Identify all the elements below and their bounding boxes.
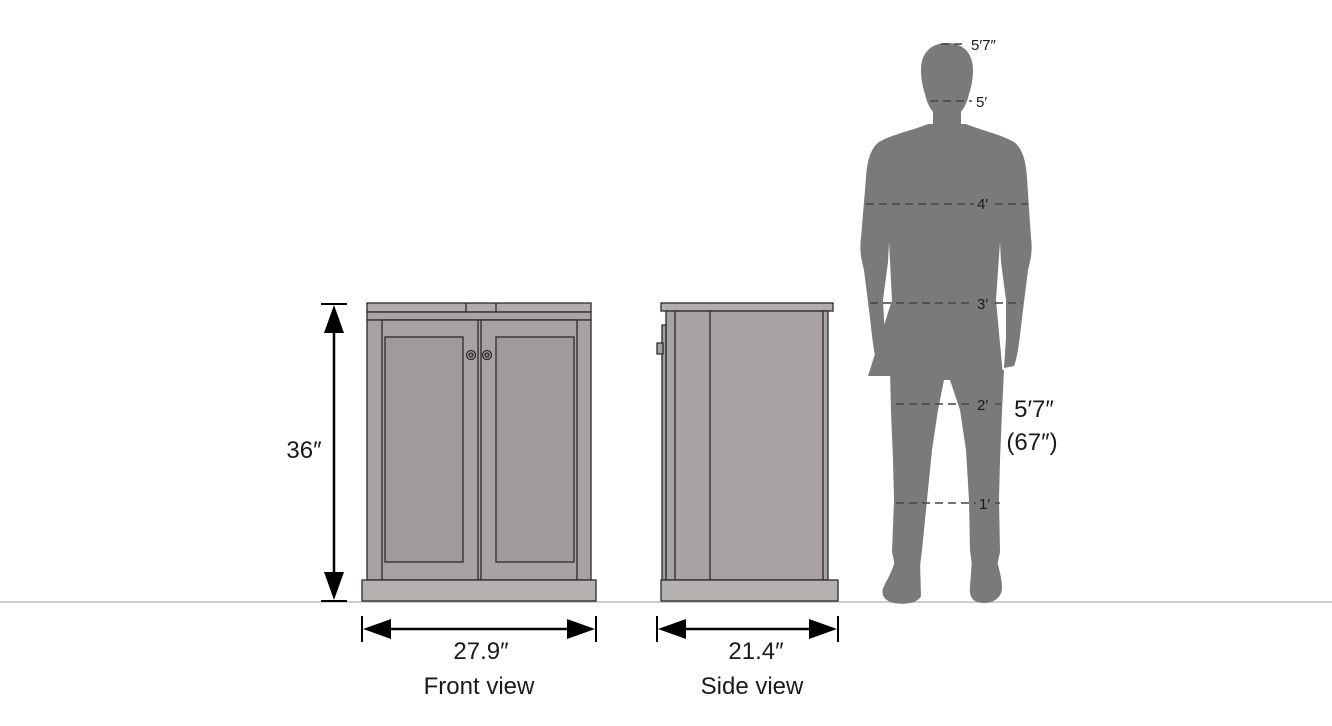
cabinet-front-view xyxy=(361,302,597,602)
person-silhouette xyxy=(860,43,1032,604)
scale-label-4: 4′ xyxy=(977,196,988,213)
scale-label-2: 2′ xyxy=(977,397,988,414)
scale-label-5: 5′ xyxy=(976,94,987,111)
side-width-arrowhead-left xyxy=(658,619,686,639)
front-view-label: Front view xyxy=(424,673,535,700)
front-width-arrowhead-left xyxy=(363,619,391,639)
front-width-label: 27.9″ xyxy=(453,638,509,665)
front-width-dimension: 27.9″ Front view xyxy=(361,616,597,700)
side-width-label: 21.4″ xyxy=(728,638,784,665)
side-width-dimension: 21.4″ Side view xyxy=(656,616,839,700)
height-dimension: 36″ xyxy=(286,303,347,602)
height-label: 36″ xyxy=(286,437,322,464)
height-scale: 5′7″ 5′ 4′ 3′ 2′ 1′ xyxy=(866,37,1028,513)
cabinet-side-view xyxy=(656,302,839,602)
scale-label-3: 3′ xyxy=(977,296,988,313)
side-view-label: Side view xyxy=(701,673,804,700)
front-width-arrowhead-right xyxy=(567,619,595,639)
person-height-inches-label: (67″) xyxy=(1006,429,1057,456)
height-arrowhead-bottom xyxy=(324,572,344,600)
scale-label-5-7: 5′7″ xyxy=(971,37,996,54)
height-arrowhead-top xyxy=(324,305,344,333)
person-height-label: 5′7″ xyxy=(1014,396,1054,423)
scale-label-1: 1′ xyxy=(979,496,990,513)
side-width-arrowhead-right xyxy=(809,619,837,639)
